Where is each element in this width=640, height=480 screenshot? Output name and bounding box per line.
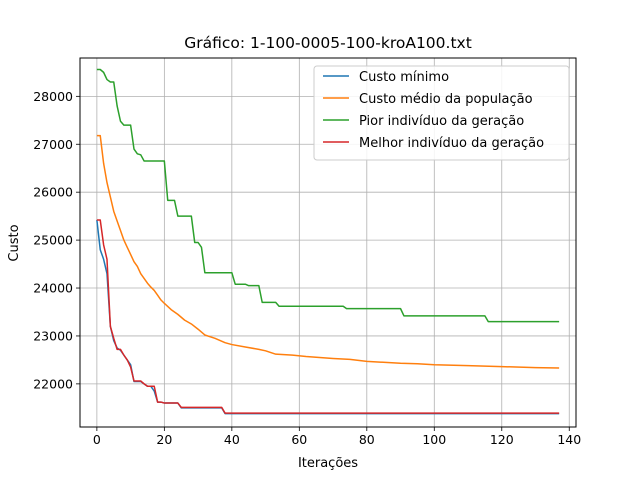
x-tick-label: 100 — [422, 432, 446, 447]
tick-layer: 0 20 40 60 80 100 120 140 22000 23000 24000 25000 26… — [33, 89, 581, 447]
series-line-2 — [96, 134, 560, 369]
plot-frame — [79, 57, 577, 428]
series-line-3 — [96, 68, 560, 323]
legend-label-1: Custo mínimo — [359, 70, 449, 85]
y-tick-label: 22000 — [33, 376, 73, 391]
y-tick-label: 23000 — [33, 328, 73, 343]
y-axis-label: Custo — [7, 224, 22, 261]
legend-label-4: Melhor indivíduo da geração — [359, 136, 544, 151]
y-tick-label: 26000 — [33, 185, 73, 200]
x-tick-label: 20 — [156, 432, 172, 447]
legend-label-3: Pior indivíduo da geração — [359, 114, 524, 129]
chart-title: Gráfico: 1-100-0005-100-kroA100.txt — [184, 34, 472, 52]
y-tick-label: 27000 — [33, 137, 73, 152]
y-tick-label: 28000 — [33, 89, 73, 104]
x-tick-label: 40 — [224, 432, 240, 447]
x-tick-label: 80 — [359, 432, 375, 447]
series-line-4 — [96, 219, 560, 414]
x-tick-label: 0 — [93, 432, 101, 447]
x-axis-label: Iterações — [298, 456, 358, 471]
x-tick-label: 60 — [291, 432, 307, 447]
x-tick-label: 140 — [557, 432, 581, 447]
y-tick-label: 25000 — [33, 233, 73, 248]
legend: Custo mínimo Custo médio da população Pior… — [313, 65, 570, 161]
y-tick-label: 24000 — [33, 281, 73, 296]
series-layer — [96, 68, 560, 415]
legend-label-2: Custo médio da população — [359, 92, 533, 107]
x-tick-label: 120 — [490, 432, 514, 447]
legend-box — [313, 65, 570, 161]
